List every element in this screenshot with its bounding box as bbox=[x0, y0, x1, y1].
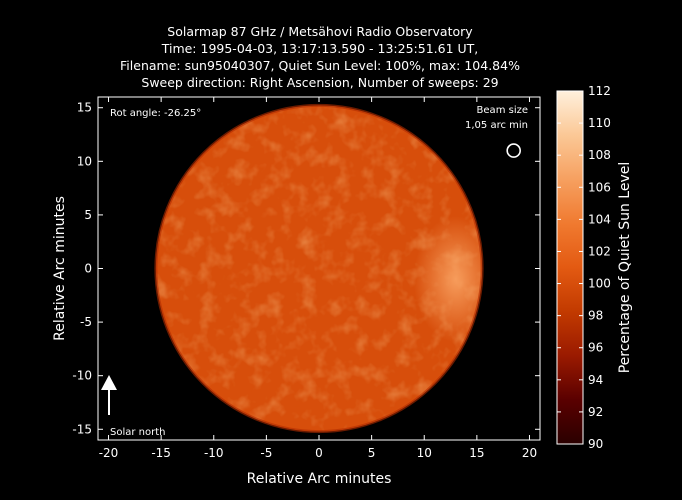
colorbar-tick-label-10: 110 bbox=[588, 116, 611, 130]
rot-angle-label: Rot angle: -26.25° bbox=[110, 108, 201, 119]
y-axis-label: Relative Arc minutes bbox=[52, 196, 68, 341]
chart-title-line-3: Filename: sun95040307, Quiet Sun Level: … bbox=[120, 58, 520, 73]
disk-limb bbox=[154, 103, 484, 434]
colorbar-tick-label-9: 108 bbox=[588, 148, 611, 162]
y-tick-label-3: 0 bbox=[84, 262, 92, 276]
solar-north-label: Solar north bbox=[110, 427, 166, 438]
y-tick-label-2: -5 bbox=[80, 315, 92, 329]
colorbar-tick-label-2: 94 bbox=[588, 373, 603, 387]
x-axis-label: Relative Arc minutes bbox=[247, 471, 392, 487]
x-tick-label-8: 20 bbox=[522, 446, 537, 460]
colorbar bbox=[556, 90, 584, 445]
x-tick-label-1: -15 bbox=[151, 446, 171, 460]
x-tick-label-4: 0 bbox=[315, 446, 323, 460]
colorbar-tick-label-1: 92 bbox=[588, 405, 603, 419]
colorbar-tick-label-7: 104 bbox=[588, 212, 611, 226]
chart-title-line-1: Solarmap 87 GHz / Metsähovi Radio Observ… bbox=[167, 24, 473, 39]
colorbar-label: Percentage of Quiet Sun Level bbox=[617, 162, 633, 374]
colorbar-tick-label-11: 112 bbox=[588, 84, 611, 98]
beam-size-marker bbox=[506, 143, 521, 158]
x-tick-label-3: -5 bbox=[260, 446, 272, 460]
y-tick-label-0: -15 bbox=[72, 422, 92, 436]
x-tick-label-0: -20 bbox=[99, 446, 119, 460]
colorbar-tick-label-3: 96 bbox=[588, 341, 603, 355]
beam-size-label-line2: 1,05 arc min bbox=[465, 120, 528, 131]
chart-title-line-2: Time: 1995-04-03, 13:17:13.590 - 13:25:5… bbox=[161, 41, 479, 56]
solar-north-arrow-head bbox=[101, 375, 117, 390]
max-region-glow bbox=[413, 216, 483, 343]
colorbar-tick-label-4: 98 bbox=[588, 309, 603, 323]
chart-title-line-4: Sweep direction: Right Ascension, Number… bbox=[141, 75, 499, 90]
x-tick-label-7: 15 bbox=[469, 446, 484, 460]
colorbar-tick-label-0: 90 bbox=[588, 437, 603, 451]
y-tick-label-5: 10 bbox=[77, 154, 92, 168]
y-tick-label-6: 15 bbox=[77, 101, 92, 115]
x-tick-label-2: -10 bbox=[204, 446, 224, 460]
y-tick-label-4: 5 bbox=[84, 208, 92, 222]
x-tick-label-6: 10 bbox=[417, 446, 432, 460]
y-tick-label-1: -10 bbox=[72, 369, 92, 383]
colorbar-tick-label-8: 106 bbox=[588, 180, 611, 194]
colorbar-tick-label-5: 100 bbox=[588, 277, 611, 291]
colorbar-tick-label-6: 102 bbox=[588, 244, 611, 258]
x-tick-label-5: 5 bbox=[368, 446, 376, 460]
beam-size-label-line1: Beam size bbox=[477, 105, 528, 116]
